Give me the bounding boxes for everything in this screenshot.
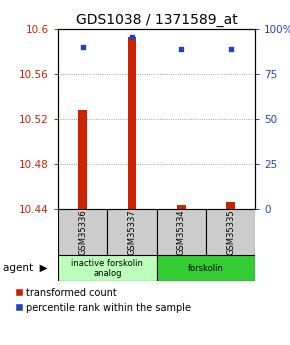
Bar: [128, 37, 136, 209]
Bar: [58, 209, 107, 255]
Bar: [157, 255, 255, 281]
Text: GSM35335: GSM35335: [226, 209, 235, 255]
Text: forskolin: forskolin: [188, 264, 224, 273]
Text: agent  ▶: agent ▶: [3, 263, 48, 273]
Point: [179, 46, 184, 52]
Bar: [226, 202, 235, 209]
Bar: [78, 110, 87, 209]
Bar: [157, 209, 206, 255]
Text: inactive forskolin
analog: inactive forskolin analog: [71, 258, 143, 278]
Point: [130, 34, 134, 39]
Point: [80, 45, 85, 50]
Title: GDS1038 / 1371589_at: GDS1038 / 1371589_at: [76, 13, 238, 27]
Bar: [107, 209, 157, 255]
Text: GSM35336: GSM35336: [78, 209, 87, 255]
Bar: [58, 255, 157, 281]
Legend: transformed count, percentile rank within the sample: transformed count, percentile rank withi…: [17, 288, 191, 313]
Text: GSM35337: GSM35337: [127, 209, 137, 255]
Text: GSM35334: GSM35334: [177, 209, 186, 255]
Bar: [206, 209, 255, 255]
Point: [228, 46, 233, 52]
Bar: [177, 205, 186, 209]
